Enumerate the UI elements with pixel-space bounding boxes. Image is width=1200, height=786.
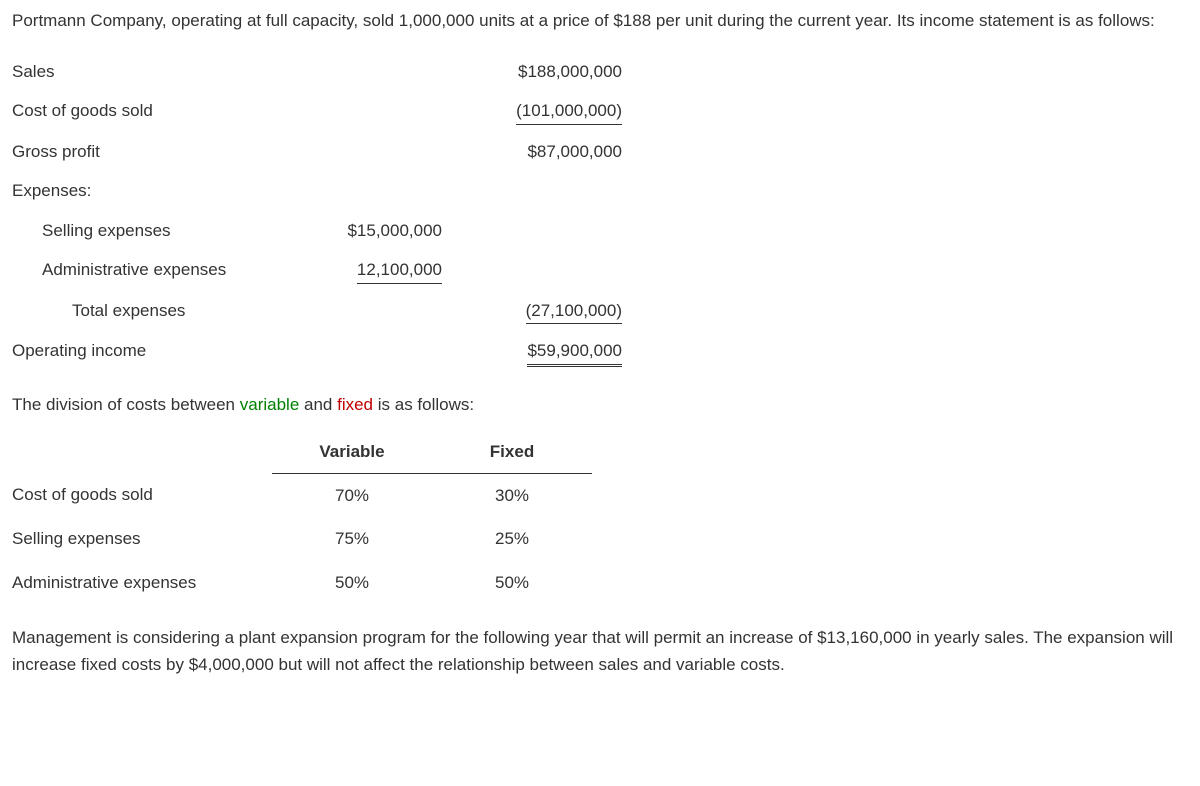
- cost-header-variable: Variable: [272, 431, 432, 473]
- cost-header-blank: [12, 431, 272, 473]
- income-row: Sales $188,000,000: [12, 52, 622, 92]
- income-row-mainvalue: [442, 171, 622, 211]
- closing-paragraph: Management is considering a plant expans…: [12, 624, 1188, 678]
- variable-link[interactable]: variable: [240, 395, 300, 414]
- cost-row-variable: 50%: [272, 561, 432, 605]
- cost-row: Cost of goods sold70%30%: [12, 473, 592, 517]
- income-row-label: Total expenses: [12, 291, 282, 332]
- division-mid: and: [299, 395, 337, 414]
- income-row: Selling expenses$15,000,000: [12, 211, 622, 251]
- income-row-mainvalue: $188,000,000: [442, 52, 622, 92]
- income-row-label: Gross profit: [12, 132, 282, 172]
- income-row: Expenses:: [12, 171, 622, 211]
- income-row-subvalue: [282, 132, 442, 172]
- cost-division-table: Variable Fixed Cost of goods sold70%30%S…: [12, 431, 592, 604]
- cost-row-variable: 75%: [272, 517, 432, 561]
- income-row: Operating income $59,900,000: [12, 331, 622, 374]
- cost-row-fixed: 30%: [432, 473, 592, 517]
- cost-row-fixed: 50%: [432, 561, 592, 605]
- intro-paragraph: Portmann Company, operating at full capa…: [12, 8, 1188, 34]
- income-row-label: Sales: [12, 52, 282, 92]
- cost-row-label: Administrative expenses: [12, 561, 272, 605]
- income-row-subvalue: $15,000,000: [282, 211, 442, 251]
- cost-row-variable: 70%: [272, 473, 432, 517]
- income-row-mainvalue: [442, 211, 622, 251]
- cost-row-label: Selling expenses: [12, 517, 272, 561]
- income-row-subvalue: [282, 291, 442, 332]
- fixed-link[interactable]: fixed: [337, 395, 373, 414]
- income-row-subvalue: 12,100,000: [282, 250, 442, 291]
- income-row-mainvalue: (27,100,000): [442, 291, 622, 332]
- income-row: Cost of goods sold (101,000,000): [12, 91, 622, 132]
- income-row: Administrative expenses12,100,000: [12, 250, 622, 291]
- cost-header-fixed: Fixed: [432, 431, 592, 473]
- income-row-subvalue: [282, 91, 442, 132]
- income-row-mainvalue: $59,900,000: [442, 331, 622, 374]
- income-row-subvalue: [282, 171, 442, 211]
- income-row-label: Selling expenses: [12, 211, 282, 251]
- cost-row-label: Cost of goods sold: [12, 473, 272, 517]
- income-row-label: Operating income: [12, 331, 282, 374]
- income-row: Total expenses (27,100,000): [12, 291, 622, 332]
- income-row-label: Administrative expenses: [12, 250, 282, 291]
- division-suffix: is as follows:: [373, 395, 474, 414]
- income-statement-table: Sales $188,000,000 Cost of goods sold (101,…: [12, 52, 622, 374]
- income-row-mainvalue: $87,000,000: [442, 132, 622, 172]
- division-prefix: The division of costs between: [12, 395, 240, 414]
- cost-row-fixed: 25%: [432, 517, 592, 561]
- income-row-mainvalue: [442, 250, 622, 291]
- income-row-mainvalue: (101,000,000): [442, 91, 622, 132]
- income-row-subvalue: [282, 52, 442, 92]
- income-row-subvalue: [282, 331, 442, 374]
- income-row: Gross profit $87,000,000: [12, 132, 622, 172]
- division-paragraph: The division of costs between variable a…: [12, 392, 1188, 418]
- income-row-label: Expenses:: [12, 171, 282, 211]
- cost-row: Selling expenses75%25%: [12, 517, 592, 561]
- income-row-label: Cost of goods sold: [12, 91, 282, 132]
- cost-row: Administrative expenses50%50%: [12, 561, 592, 605]
